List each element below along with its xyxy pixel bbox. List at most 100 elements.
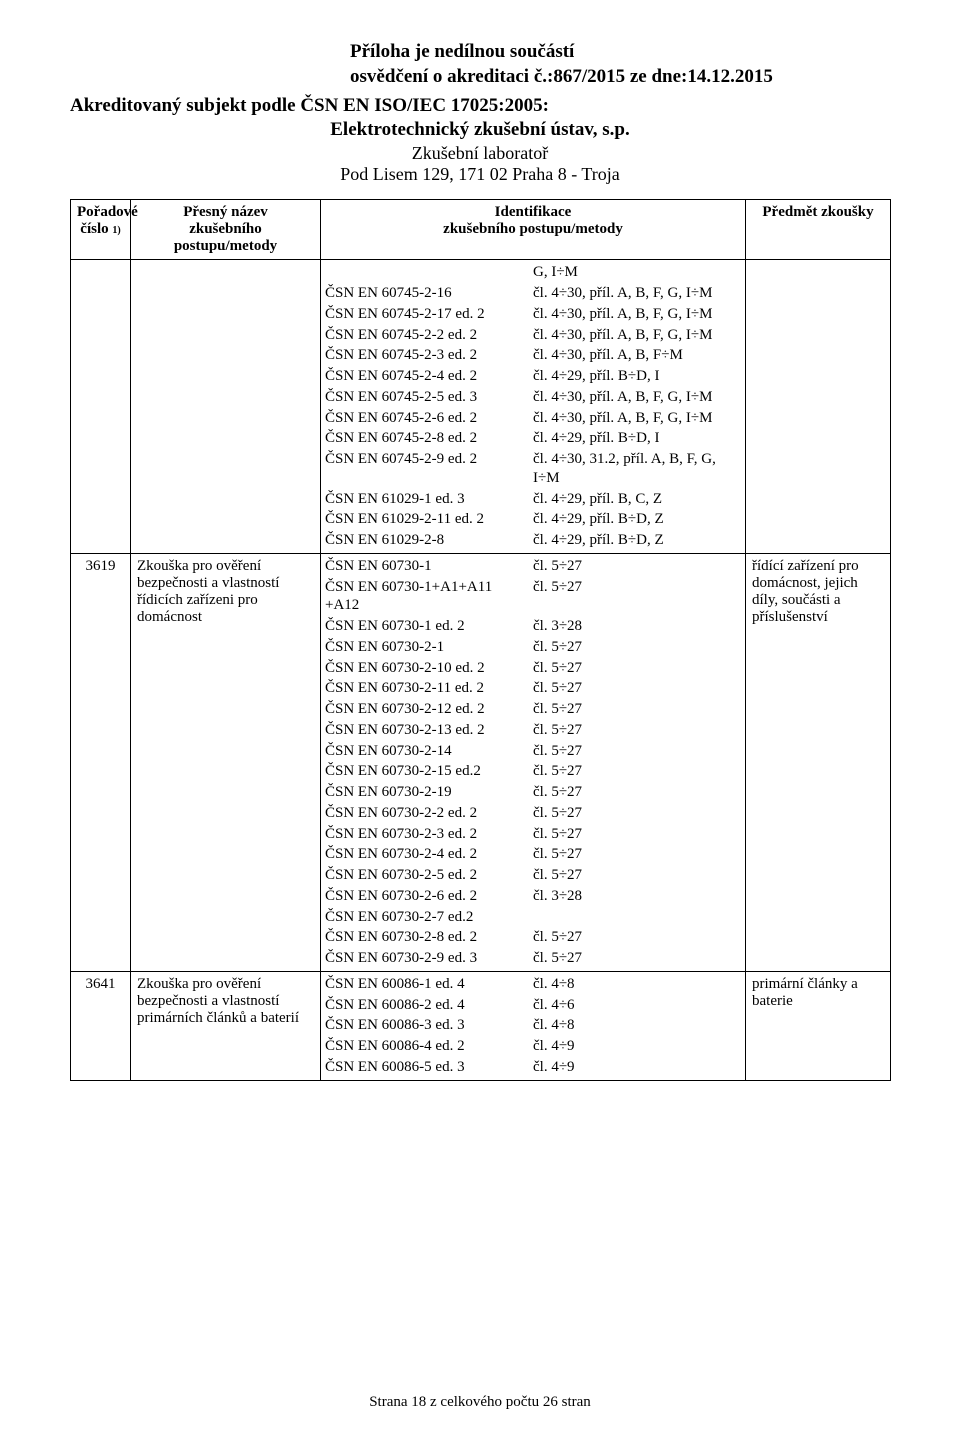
ident-standard: ČSN EN 60730-2-6 ed. 2 — [325, 886, 533, 907]
header-attachment: Příloha je nedílnou součástí osvědčení o… — [70, 40, 890, 89]
ident-clause: čl. 5÷27 — [533, 556, 741, 577]
th-name-l1: Přesný název — [183, 204, 268, 220]
ident-clause: čl. 4÷9 — [533, 1057, 741, 1078]
ident-row: ČSN EN 60730-2-11 ed. 2čl. 5÷27 — [325, 678, 741, 699]
ident-clause: čl. 5÷27 — [533, 761, 741, 782]
ident-standard: ČSN EN 60730-2-4 ed. 2 — [325, 844, 533, 865]
ident-row: ČSN EN 60730-1 ed. 2čl. 3÷28 — [325, 616, 741, 637]
ident-clause: čl. 5÷27 — [533, 678, 741, 699]
ident-standard: ČSN EN 60730-2-2 ed. 2 — [325, 803, 533, 824]
ident-standard: ČSN EN 60745-2-5 ed. 3 — [325, 387, 533, 408]
ident-row: ČSN EN 60745-2-4 ed. 2čl. 4÷29, příl. B÷… — [325, 366, 741, 387]
ident-standard: ČSN EN 60086-3 ed. 3 — [325, 1015, 533, 1036]
ident-standard: ČSN EN 61029-2-11 ed. 2 — [325, 509, 533, 530]
ident-inner-table: ČSN EN 60730-1čl. 5÷27ČSN EN 60730-1+A1+… — [325, 556, 741, 969]
header-line2: osvědčení o akreditaci č.:867/2015 ze dn… — [350, 65, 890, 90]
cell-num: 3619 — [71, 553, 131, 971]
ident-clause: čl. 3÷28 — [533, 616, 741, 637]
ident-clause: čl. 5÷27 — [533, 658, 741, 679]
ident-row: ČSN EN 60745-2-16čl. 4÷30, příl. A, B, F… — [325, 283, 741, 304]
ident-clause: čl. 4÷29, příl. B, C, Z — [533, 489, 741, 510]
ident-clause: čl. 4÷29, příl. B÷D, I — [533, 428, 741, 449]
ident-standard: ČSN EN 60730-2-11 ed. 2 — [325, 678, 533, 699]
ident-row: ČSN EN 61029-1 ed. 3čl. 4÷29, příl. B, C… — [325, 489, 741, 510]
ident-row: ČSN EN 60730-2-6 ed. 2čl. 3÷28 — [325, 886, 741, 907]
table-row: 3619Zkouška pro ověření bezpečnosti a vl… — [71, 553, 891, 971]
ident-standard: ČSN EN 61029-1 ed. 3 — [325, 489, 533, 510]
ident-row: ČSN EN 60730-2-10 ed. 2čl. 5÷27 — [325, 658, 741, 679]
th-subj-l1: Předmět zkoušky — [762, 204, 873, 220]
ident-standard: ČSN EN 60730-2-10 ed. 2 — [325, 658, 533, 679]
ident-row: ČSN EN 60086-4 ed. 2čl. 4÷9 — [325, 1036, 741, 1057]
th-ident-l1: Identifikace — [495, 204, 572, 220]
ident-standard: ČSN EN 60745-2-6 ed. 2 — [325, 408, 533, 429]
subject-line: Akreditovaný subjekt podle ČSN EN ISO/IE… — [70, 95, 890, 117]
ident-standard: ČSN EN 61029-2-8 — [325, 530, 533, 551]
ident-row: ČSN EN 60730-2-1čl. 5÷27 — [325, 637, 741, 658]
ident-clause: čl. 5÷27 — [533, 782, 741, 803]
ident-clause: čl. 4÷30, příl. A, B, F, G, I÷M — [533, 325, 741, 346]
ident-standard: ČSN EN 60745-2-9 ed. 2 — [325, 449, 533, 489]
ident-standard: ČSN EN 60730-2-12 ed. 2 — [325, 699, 533, 720]
ident-row: ČSN EN 60086-1 ed. 4čl. 4÷8 — [325, 974, 741, 995]
ident-standard: ČSN EN 60730-1 ed. 2 — [325, 616, 533, 637]
ident-row: ČSN EN 60730-2-14čl. 5÷27 — [325, 741, 741, 762]
ident-standard: ČSN EN 60730-2-1 — [325, 637, 533, 658]
ident-standard: ČSN EN 60745-2-17 ed. 2 — [325, 304, 533, 325]
ident-standard: ČSN EN 60745-2-2 ed. 2 — [325, 325, 533, 346]
ident-clause: čl. 4÷30, příl. A, B, F, G, I÷M — [533, 304, 741, 325]
ident-clause: čl. 4÷29, příl. B÷D, Z — [533, 530, 741, 551]
ident-row: ČSN EN 60730-1čl. 5÷27 — [325, 556, 741, 577]
ident-standard: ČSN EN 60730-2-8 ed. 2 — [325, 927, 533, 948]
ident-standard: ČSN EN 60730-2-5 ed. 2 — [325, 865, 533, 886]
ident-row: ČSN EN 60730-2-13 ed. 2čl. 5÷27 — [325, 720, 741, 741]
ident-row: ČSN EN 60730-2-5 ed. 2čl. 5÷27 — [325, 865, 741, 886]
cell-ident: ČSN EN 60086-1 ed. 4čl. 4÷8ČSN EN 60086-… — [321, 971, 746, 1080]
ident-inner-table: ČSN EN 60086-1 ed. 4čl. 4÷8ČSN EN 60086-… — [325, 974, 741, 1078]
cell-subject: řídící zařízení pro domácnost, jejich dí… — [746, 553, 891, 971]
cell-ident: G, I÷MČSN EN 60745-2-16čl. 4÷30, příl. A… — [321, 260, 746, 554]
cell-ident: ČSN EN 60730-1čl. 5÷27ČSN EN 60730-1+A1+… — [321, 553, 746, 971]
ident-clause: čl. 4÷30, příl. A, B, F÷M — [533, 345, 741, 366]
th-num-l2: číslo — [80, 221, 108, 237]
th-num-l1: Pořadové — [77, 204, 138, 220]
cell-subject — [746, 260, 891, 554]
th-subj: Předmět zkoušky — [746, 200, 891, 260]
table-row: 3641Zkouška pro ověření bezpečnosti a vl… — [71, 971, 891, 1080]
ident-row: ČSN EN 60730-2-7 ed.2 — [325, 907, 741, 928]
ident-row: ČSN EN 60745-2-17 ed. 2čl. 4÷30, příl. A… — [325, 304, 741, 325]
ident-row: ČSN EN 60730-2-9 ed. 3čl. 5÷27 — [325, 948, 741, 969]
header-line1: Příloha je nedílnou součástí — [350, 40, 890, 65]
ident-standard: ČSN EN 60730-2-13 ed. 2 — [325, 720, 533, 741]
page-footer: Strana 18 z celkového počtu 26 stran — [0, 1394, 960, 1411]
ident-clause: čl. 4÷6 — [533, 995, 741, 1016]
ident-row: ČSN EN 60086-5 ed. 3čl. 4÷9 — [325, 1057, 741, 1078]
ident-standard: ČSN EN 60730-2-7 ed.2 — [325, 907, 533, 928]
ident-standard: ČSN EN 60730-2-15 ed.2 — [325, 761, 533, 782]
ident-row: ČSN EN 60730-2-8 ed. 2čl. 5÷27 — [325, 927, 741, 948]
ident-row: ČSN EN 60086-2 ed. 4čl. 4÷6 — [325, 995, 741, 1016]
ident-clause: čl. 4÷29, příl. B÷D, I — [533, 366, 741, 387]
ident-clause: G, I÷M — [533, 262, 741, 283]
ident-clause: čl. 4÷30, 31.2, příl. A, B, F, G, I÷M — [533, 449, 741, 489]
addr-line: Pod Lisem 129, 171 02 Praha 8 - Troja — [70, 164, 890, 185]
ident-standard: ČSN EN 60730-1+A1+A11 +A12 — [325, 577, 533, 617]
ident-standard: ČSN EN 60745-2-16 — [325, 283, 533, 304]
ident-clause: čl. 4÷9 — [533, 1036, 741, 1057]
ident-standard: ČSN EN 60745-2-4 ed. 2 — [325, 366, 533, 387]
ident-clause: čl. 4÷30, příl. A, B, F, G, I÷M — [533, 283, 741, 304]
ident-clause: čl. 5÷27 — [533, 927, 741, 948]
cell-name: Zkouška pro ověření bezpečnosti a vlastn… — [131, 553, 321, 971]
th-ident-l2: zkušebního postupu/metody — [443, 221, 623, 237]
ident-standard: ČSN EN 60086-1 ed. 4 — [325, 974, 533, 995]
ident-standard: ČSN EN 60730-2-9 ed. 3 — [325, 948, 533, 969]
ident-standard: ČSN EN 60086-2 ed. 4 — [325, 995, 533, 1016]
cell-name: Zkouška pro ověření bezpečnosti a vlastn… — [131, 971, 321, 1080]
ident-row: ČSN EN 60086-3 ed. 3čl. 4÷8 — [325, 1015, 741, 1036]
ident-row: ČSN EN 60745-2-3 ed. 2čl. 4÷30, příl. A,… — [325, 345, 741, 366]
ident-row: G, I÷M — [325, 262, 741, 283]
ident-clause: čl. 5÷27 — [533, 824, 741, 845]
th-num: Pořadové číslo 1) — [71, 200, 131, 260]
ident-standard: ČSN EN 60730-2-3 ed. 2 — [325, 824, 533, 845]
ident-row: ČSN EN 60730-2-12 ed. 2čl. 5÷27 — [325, 699, 741, 720]
